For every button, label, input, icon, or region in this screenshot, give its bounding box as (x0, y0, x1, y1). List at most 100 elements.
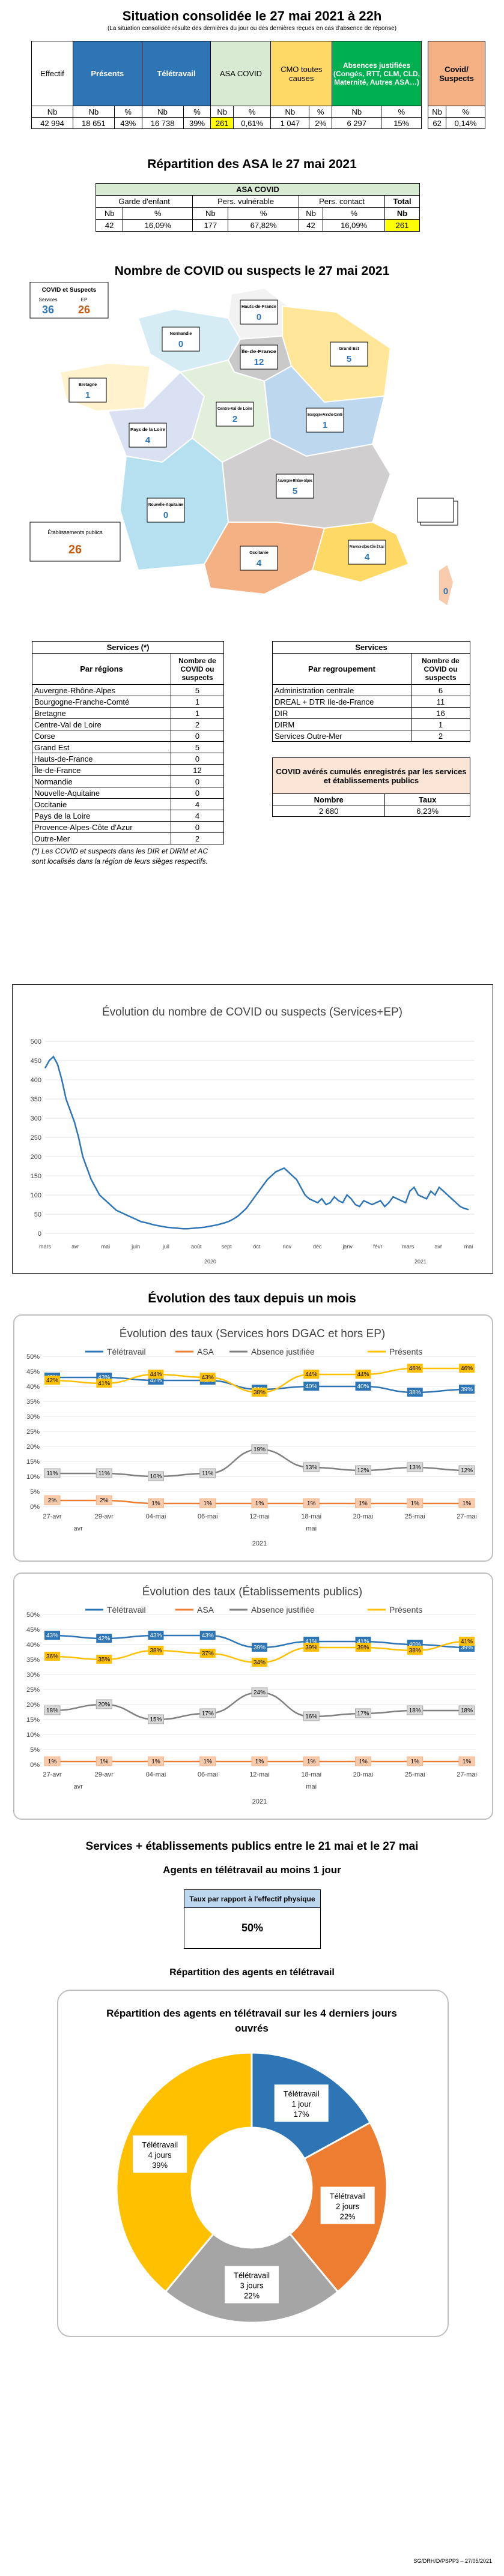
value-label: 1% (255, 1759, 264, 1765)
table-row: Outre-Mer 2 (32, 832, 224, 844)
value-tele-nb: 16 738 (141, 117, 184, 129)
x-tick-label: 04-mai (146, 1513, 166, 1520)
region-label-name: Grand Est (339, 347, 359, 351)
x-month-label: nov (283, 1244, 292, 1250)
cumul-nb: 2 680 (272, 805, 386, 817)
y-tick-label: 35% (26, 1657, 40, 1664)
asa-unit-pct: % (123, 207, 193, 220)
y-tick-label: 10% (26, 1473, 40, 1481)
value-label: 35% (98, 1657, 110, 1663)
region-name: Provence-Alpes-Côte d'Azur (32, 821, 171, 833)
value-label-bg (459, 1385, 475, 1394)
region-value: 0 (171, 753, 224, 765)
x-tick-label: 25-mai (405, 1771, 425, 1778)
value-label-bg (44, 1468, 61, 1478)
value-label: 39% (461, 1386, 473, 1393)
x-tick-label: 25-mai (405, 1513, 425, 1520)
group-name: Administration centrale (272, 684, 411, 696)
value-label-bg (251, 1498, 268, 1508)
services-regions-title: Services (*) (32, 641, 224, 654)
value-label: 43% (98, 1374, 110, 1381)
table-row: Bretagne 1 (32, 707, 224, 719)
region-value: 5 (171, 684, 224, 696)
value-label: 10% (150, 1473, 162, 1480)
region-value: 2 (171, 832, 224, 844)
value-label-bg (407, 1462, 424, 1472)
group-name: DIR (272, 707, 411, 719)
table-row: Occitanie 4 (32, 798, 224, 810)
value-abs-nb: 6 297 (332, 117, 382, 129)
y-tick-label: 15% (26, 1458, 40, 1466)
unit-nb: Nb (427, 106, 447, 118)
region-label-value: 0 (163, 510, 168, 520)
value-label-bg (407, 1756, 424, 1766)
table-row: Provence-Alpes-Côte d'Azur 0 (32, 821, 224, 833)
value-label: 17% (357, 1711, 369, 1717)
table-row: Bourgogne-Franche-Comté 1 (32, 696, 224, 708)
cumul-taux: 6,23% (384, 805, 470, 817)
region-value: 0 (171, 730, 224, 742)
value-label-bg (355, 1643, 371, 1652)
table-row: Services Outre-Mer 2 (272, 730, 470, 742)
legend-label: Présents (389, 1347, 422, 1356)
value-label-bg (199, 1498, 216, 1508)
value-abs-pct: 15% (381, 117, 422, 129)
x-month-label: juil (162, 1244, 169, 1250)
value-label-bg (355, 1382, 371, 1391)
evolution-covid-frame (12, 984, 493, 1274)
region-label-value: 4 (365, 552, 370, 562)
region-label-name: Pays de la Loire (130, 428, 165, 432)
value-label: 39% (305, 1645, 317, 1651)
table-row: Île-de-France 12 (32, 764, 224, 776)
y-tick-label: 500 (31, 1038, 41, 1046)
y-tick-label: 400 (31, 1077, 41, 1084)
covid-map: COVID et Suspects Services EP 36 26 Étab… (29, 282, 458, 607)
value-label-bg (148, 1471, 164, 1481)
value-label: 38% (409, 1648, 421, 1654)
region-label-value: 2 (232, 414, 237, 424)
unit-nb: Nb (73, 106, 115, 118)
asa-unit-pct: % (228, 207, 299, 220)
asa-header-contact: Pers. contact (298, 195, 386, 208)
value-label: 1% (411, 1500, 420, 1507)
group-value: 16 (411, 707, 470, 719)
value-label: 20% (98, 1702, 110, 1708)
value-label: 37% (202, 1651, 214, 1657)
map-ep-value: 26 (68, 543, 82, 556)
value-label-bg (148, 1370, 164, 1379)
y-tick-label: 450 (31, 1058, 41, 1065)
value-label: 42% (150, 1377, 162, 1384)
value-label-bg (459, 1364, 475, 1373)
region-value: 0 (171, 775, 224, 787)
region-value: 1 (171, 707, 224, 719)
y-tick-label: 300 (31, 1115, 41, 1122)
value-label: 12% (461, 1467, 473, 1474)
value-label-bg (303, 1756, 320, 1766)
donut-label-line2: 3 jours (240, 2281, 264, 2290)
value-label-bg (44, 1652, 60, 1661)
footer-ref: SG/DRH/D/PSPP3 – 27/05/2021 (413, 2558, 492, 2564)
map-outre-mer-box (417, 498, 454, 523)
value-label-bg (407, 1364, 423, 1373)
unit-nb: Nb (141, 106, 184, 118)
y-tick-label: 35% (26, 1398, 40, 1406)
value-label-bg (199, 1756, 216, 1766)
group-value: 1 (411, 718, 470, 730)
value-label-bg (148, 1631, 164, 1640)
value-label: 1% (151, 1759, 160, 1765)
taux-ep-chart: Évolution des taux (Établissements publi… (26, 1586, 477, 1805)
region-label-box (162, 327, 200, 352)
region-label-box (240, 546, 278, 571)
value-label-bg (199, 1708, 216, 1718)
group-value: 2 (411, 730, 470, 742)
value-label-bg (355, 1756, 371, 1766)
value-label-bg (44, 1495, 61, 1505)
value-label-bg (199, 1649, 216, 1658)
value-label-bg (199, 1373, 216, 1382)
donut-label-line1: Télétravail (142, 2140, 178, 2149)
value-asa-pct: 0,61% (232, 117, 272, 129)
y-tick-label: 25% (26, 1687, 40, 1694)
legend-label: ASA (197, 1605, 214, 1615)
asa-header-vuln: Pers. vulnérable (192, 195, 299, 208)
x-month-label: juin (131, 1244, 140, 1250)
